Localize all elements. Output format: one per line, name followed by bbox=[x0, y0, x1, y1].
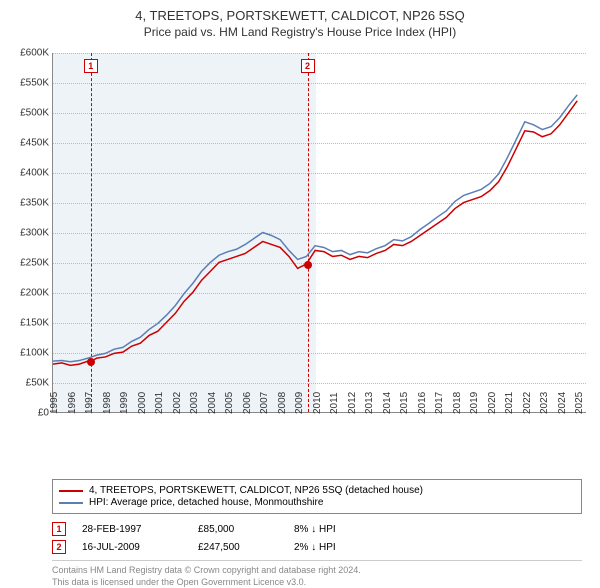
sale-row-marker: 2 bbox=[52, 540, 66, 554]
chart-subtitle: Price paid vs. HM Land Registry's House … bbox=[10, 25, 590, 39]
y-tick-label: £100K bbox=[20, 348, 53, 359]
footer-attribution: Contains HM Land Registry data © Crown c… bbox=[52, 560, 582, 588]
legend-item: HPI: Average price, detached house, Monm… bbox=[59, 497, 575, 508]
sale-marker-box: 1 bbox=[84, 59, 98, 73]
chart-area: £0£50K£100K£150K£200K£250K£300K£350K£400… bbox=[10, 45, 590, 445]
sale-diff: 2% ↓ HPI bbox=[294, 542, 384, 553]
series-line-property bbox=[53, 101, 577, 365]
legend-swatch bbox=[59, 490, 83, 492]
y-tick-label: £50K bbox=[26, 378, 53, 389]
sale-price: £247,500 bbox=[198, 542, 288, 553]
chart-lines bbox=[53, 53, 586, 412]
legend-box: 4, TREETOPS, PORTSKEWETT, CALDICOT, NP26… bbox=[52, 479, 582, 514]
sales-table: 1 28-FEB-1997 £85,000 8% ↓ HPI 2 16-JUL-2009 £… bbox=[52, 522, 582, 554]
legend-swatch bbox=[59, 502, 83, 504]
legend-item: 4, TREETOPS, PORTSKEWETT, CALDICOT, NP26… bbox=[59, 485, 575, 496]
series-line-hpi bbox=[53, 95, 577, 362]
sale-marker-dot bbox=[304, 261, 312, 269]
y-tick-label: £300K bbox=[20, 228, 53, 239]
footer-line: Contains HM Land Registry data © Crown c… bbox=[52, 565, 582, 577]
chart-title: 4, TREETOPS, PORTSKEWETT, CALDICOT, NP26… bbox=[10, 8, 590, 23]
y-tick-label: £200K bbox=[20, 288, 53, 299]
y-tick-label: £350K bbox=[20, 198, 53, 209]
legend-label: 4, TREETOPS, PORTSKEWETT, CALDICOT, NP26… bbox=[89, 485, 423, 496]
sale-date: 28-FEB-1997 bbox=[72, 524, 192, 535]
y-tick-label: £150K bbox=[20, 318, 53, 329]
sale-row: 1 28-FEB-1997 £85,000 8% ↓ HPI bbox=[52, 522, 582, 536]
y-tick-label: £400K bbox=[20, 168, 53, 179]
y-tick-label: £500K bbox=[20, 108, 53, 119]
y-tick-label: £550K bbox=[20, 78, 53, 89]
y-tick-label: £250K bbox=[20, 258, 53, 269]
legend-label: HPI: Average price, detached house, Monm… bbox=[89, 497, 323, 508]
plot-region: £0£50K£100K£150K£200K£250K£300K£350K£400… bbox=[52, 53, 586, 413]
sale-price: £85,000 bbox=[198, 524, 288, 535]
y-tick-label: £600K bbox=[20, 48, 53, 59]
sale-diff: 8% ↓ HPI bbox=[294, 524, 384, 535]
sale-row: 2 16-JUL-2009 £247,500 2% ↓ HPI bbox=[52, 540, 582, 554]
sale-date: 16-JUL-2009 bbox=[72, 542, 192, 553]
sale-marker-box: 2 bbox=[301, 59, 315, 73]
sale-row-marker: 1 bbox=[52, 522, 66, 536]
footer-line: This data is licensed under the Open Gov… bbox=[52, 577, 582, 588]
y-tick-label: £450K bbox=[20, 138, 53, 149]
sale-marker-dot bbox=[87, 358, 95, 366]
